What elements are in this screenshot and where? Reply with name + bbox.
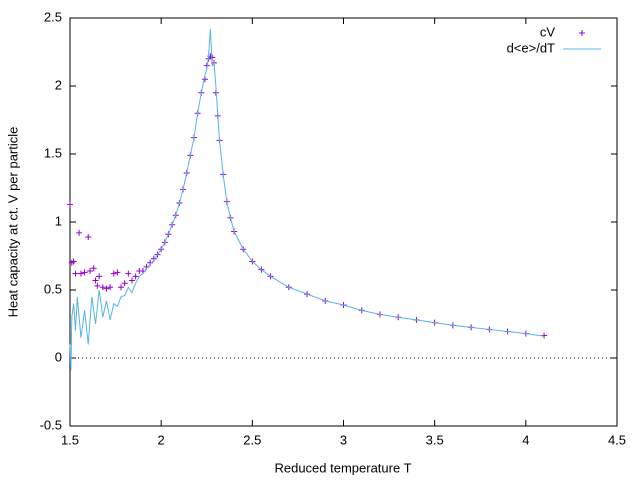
data-point (92, 277, 99, 284)
data-point (118, 284, 125, 291)
legend-marker (579, 30, 585, 36)
data-point (110, 270, 117, 277)
legend-label: cV (540, 24, 556, 39)
data-point (132, 273, 139, 280)
plot-border (69, 17, 618, 427)
data-point (77, 270, 84, 277)
data-point (70, 258, 77, 265)
data-point (94, 282, 101, 289)
x-tick-label: 3 (340, 432, 347, 447)
y-tick-label: 2 (55, 77, 62, 92)
x-axis-label: Reduced temperature T (274, 460, 411, 475)
data-point (114, 269, 121, 276)
data-point (76, 229, 83, 236)
data-point (90, 265, 97, 272)
data-point (87, 267, 94, 274)
data-point (103, 285, 110, 292)
data-point (85, 233, 92, 240)
data-point (81, 269, 88, 276)
data-point (72, 270, 79, 277)
x-tick-label: 1.5 (61, 432, 79, 447)
y-tick-label: 0.5 (44, 281, 62, 296)
x-tick-label: 2 (158, 432, 165, 447)
data-point (128, 277, 135, 284)
y-tick-label: 2.5 (44, 9, 62, 24)
data-point (125, 270, 132, 277)
data-point (96, 273, 103, 280)
y-axis-label: Heat capacity at ct. V per particle (5, 127, 20, 318)
data-point (67, 201, 73, 208)
y-tick-label: 0 (55, 349, 62, 364)
x-tick-label: 2.5 (243, 432, 261, 447)
data-point (121, 280, 128, 287)
y-tick-label: 1.5 (44, 145, 62, 160)
legend-label: d<e>/dT (507, 40, 555, 55)
data-point (107, 284, 114, 291)
x-tick-label: 3.5 (426, 432, 444, 447)
data-point (99, 284, 106, 291)
x-tick-label: 4.5 (608, 432, 626, 447)
y-tick-label: 1 (55, 213, 62, 228)
y-tick-label: -0.5 (40, 417, 62, 432)
data-line (69, 28, 545, 371)
x-tick-label: 4 (522, 432, 529, 447)
